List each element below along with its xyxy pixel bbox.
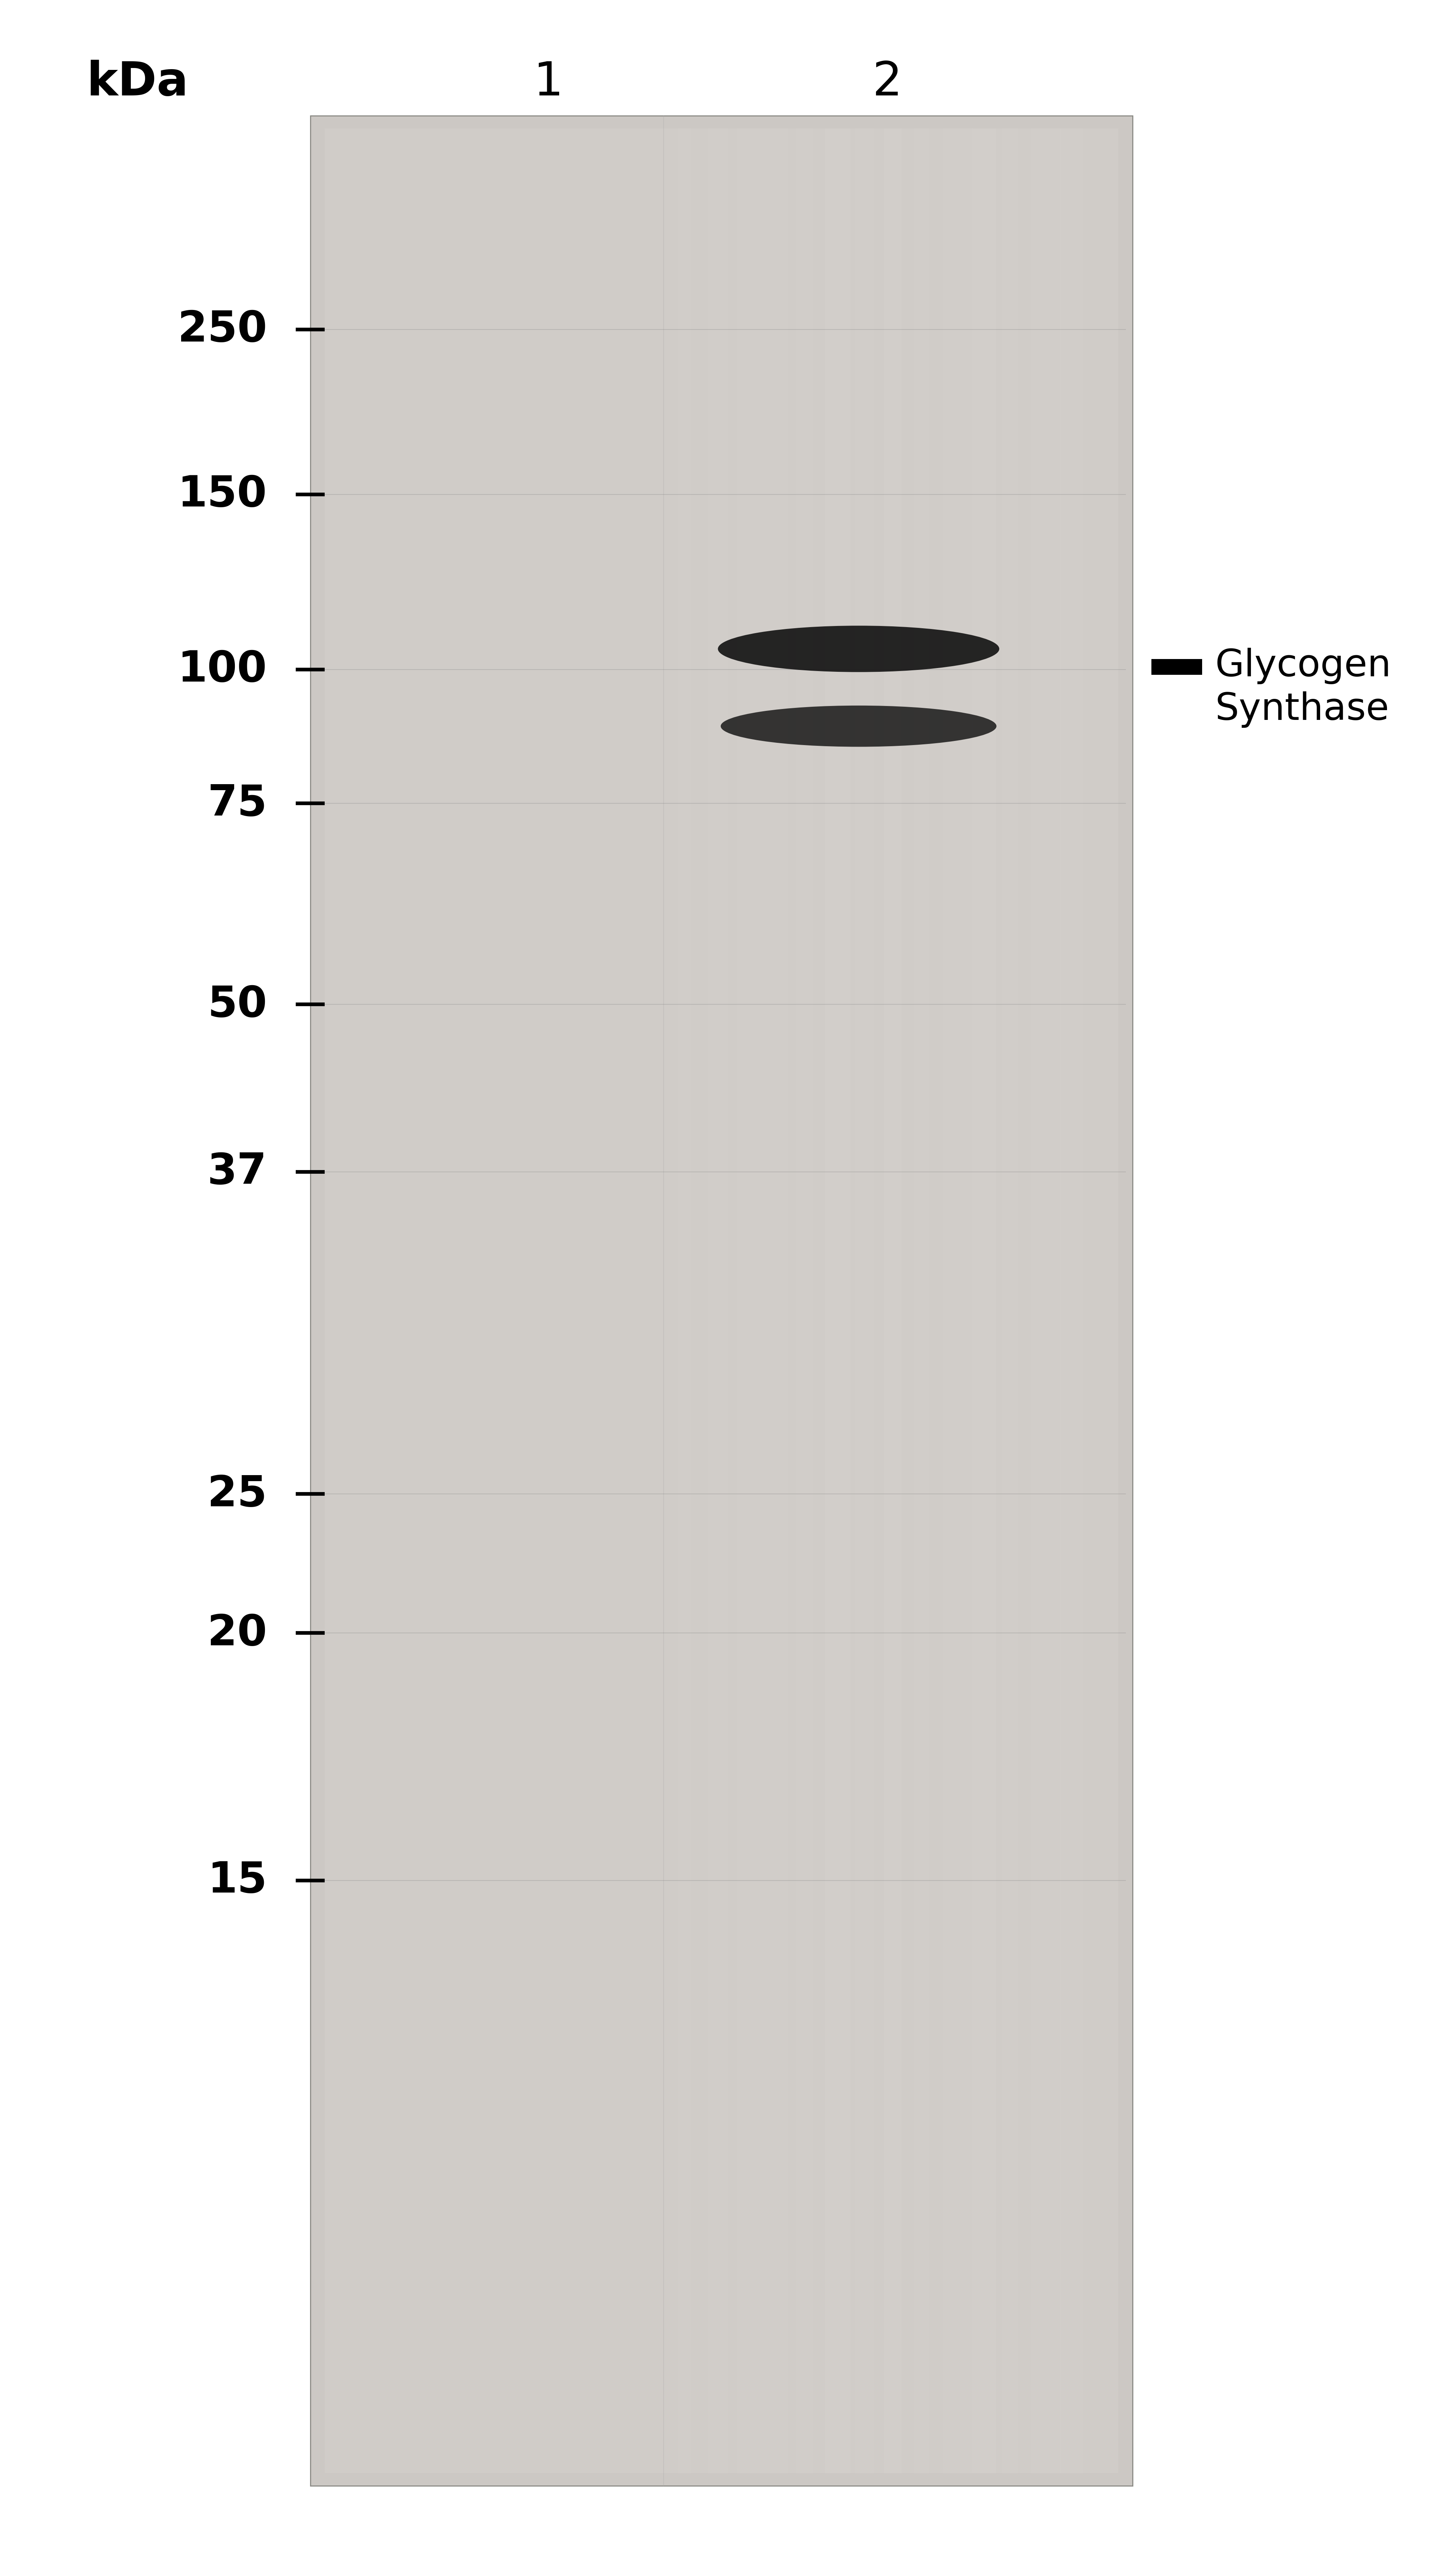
Bar — [1001, 129, 1017, 2473]
Bar — [913, 129, 929, 2473]
Text: kDa: kDa — [87, 59, 189, 106]
Text: 2: 2 — [873, 59, 902, 106]
Bar — [973, 129, 996, 2473]
Bar — [325, 129, 1118, 2473]
Bar — [707, 129, 729, 2473]
Bar — [885, 129, 902, 2473]
Bar — [1152, 659, 1202, 675]
Bar — [310, 116, 1133, 2486]
Bar — [678, 129, 691, 2473]
Bar — [1061, 129, 1082, 2473]
Text: 15: 15 — [208, 1860, 267, 1901]
Text: Glycogen
Synthase: Glycogen Synthase — [1215, 647, 1391, 729]
Text: 1: 1 — [534, 59, 563, 106]
Bar — [942, 129, 973, 2473]
Bar — [1032, 129, 1061, 2473]
Text: 100: 100 — [177, 649, 267, 690]
Bar — [854, 129, 874, 2473]
Bar — [825, 129, 850, 2473]
Text: 20: 20 — [208, 1613, 267, 1654]
Text: 37: 37 — [208, 1151, 267, 1193]
Bar — [766, 129, 788, 2473]
Bar — [737, 129, 768, 2473]
Text: 75: 75 — [208, 783, 267, 824]
Text: 50: 50 — [208, 984, 267, 1025]
Text: 25: 25 — [208, 1473, 267, 1515]
Text: 250: 250 — [177, 309, 267, 350]
Bar — [797, 129, 812, 2473]
Ellipse shape — [720, 706, 997, 747]
Text: 150: 150 — [177, 474, 267, 515]
Ellipse shape — [717, 626, 999, 672]
